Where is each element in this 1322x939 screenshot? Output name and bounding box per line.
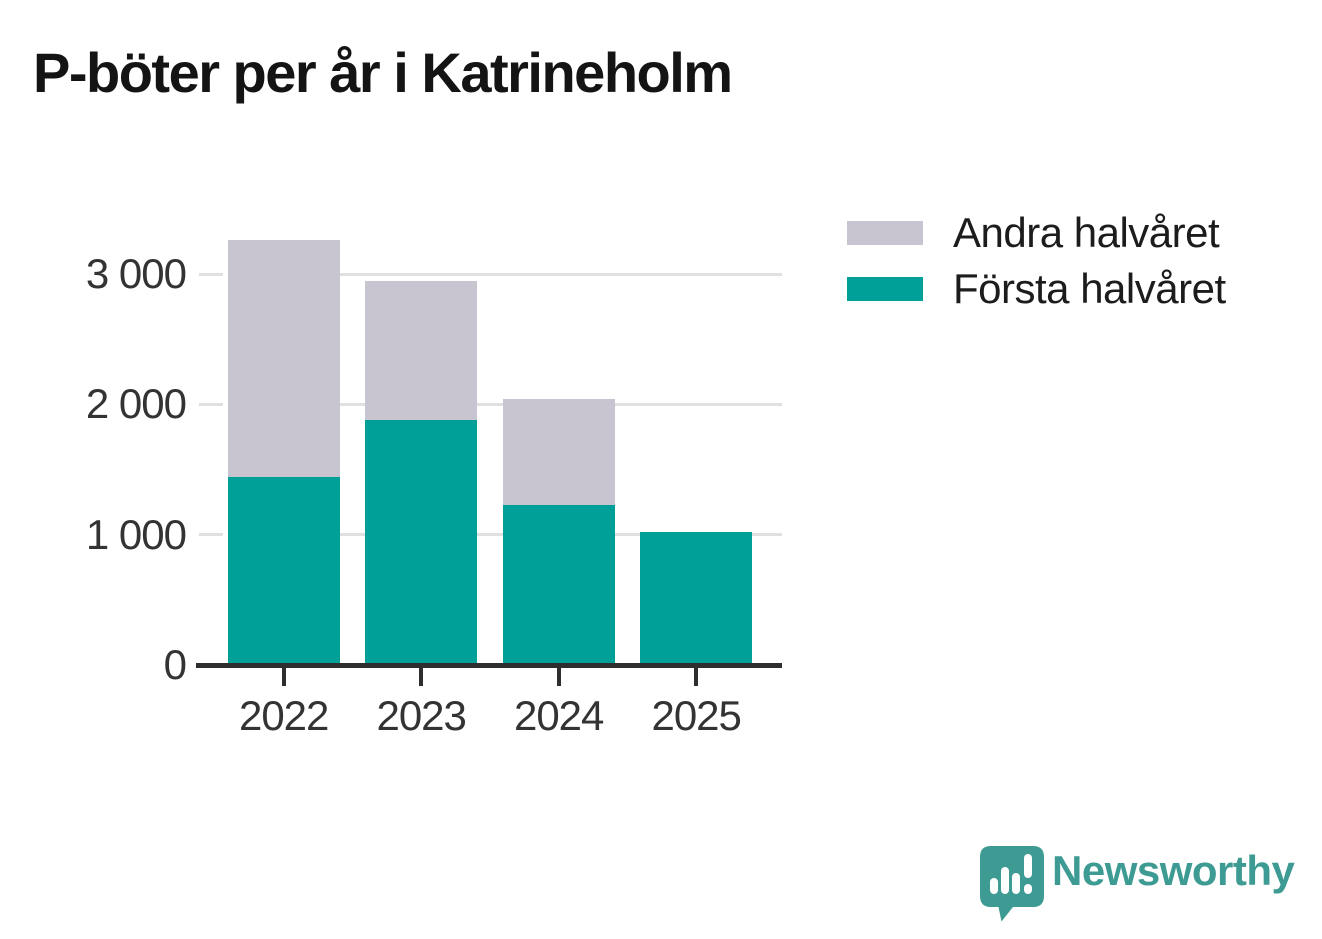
- y-axis-tick-2000: [199, 402, 223, 406]
- gridline-3000: [228, 272, 782, 276]
- x-axis-label-2024: 2024: [513, 692, 604, 739]
- x-axis-label-2022: 2022: [238, 692, 329, 739]
- bar-2024-forsta-halvaret: [502, 504, 615, 665]
- legend-swatch: [847, 221, 923, 245]
- bar-2023-andra-halvaret: [365, 281, 478, 421]
- bar-2022-forsta-halvaret: [227, 477, 340, 665]
- x-axis-label-2025: 2025: [651, 692, 741, 739]
- x-axis-tick-2025: [694, 665, 699, 686]
- legend: Andra halvåret Första halvåret: [847, 212, 1226, 332]
- bar-2023-forsta-halvaret: [365, 420, 478, 665]
- y-axis-label-3000: 3 000: [85, 250, 187, 298]
- y-axis-label-1000: 1 000: [85, 510, 187, 558]
- newsworthy-logo-icon: [980, 846, 1044, 922]
- legend-item-forsta-halvaret: Första halvåret: [847, 267, 1226, 309]
- brand-name: Newsworthy: [1052, 847, 1295, 894]
- y-axis-tick-3000: [199, 272, 223, 276]
- y-axis-tick-1000: [199, 533, 223, 537]
- bar-2024-andra-halvaret: [502, 399, 615, 505]
- y-axis-label-0: 0: [163, 641, 187, 688]
- bar-2025-forsta-halvaret: [640, 532, 753, 665]
- legend-label: Andra halvåret: [953, 209, 1220, 256]
- bar-2022-andra-halvaret: [227, 240, 340, 478]
- x-axis-tick-2024: [556, 665, 561, 686]
- chart-title: P-böter per år i Katrineholm: [33, 41, 733, 104]
- x-axis-label-2023: 2023: [376, 692, 466, 739]
- legend-label: Första halvåret: [953, 264, 1226, 312]
- legend-swatch: [847, 276, 923, 301]
- legend-item-andra-halvaret: Andra halvåret: [847, 212, 1226, 254]
- brand: Newsworthy: [980, 846, 1295, 927]
- x-axis-tick-2023: [419, 665, 424, 686]
- y-axis-label-2000: 2 000: [85, 380, 187, 428]
- x-axis-line: [196, 663, 782, 668]
- x-axis-tick-2022: [281, 665, 286, 686]
